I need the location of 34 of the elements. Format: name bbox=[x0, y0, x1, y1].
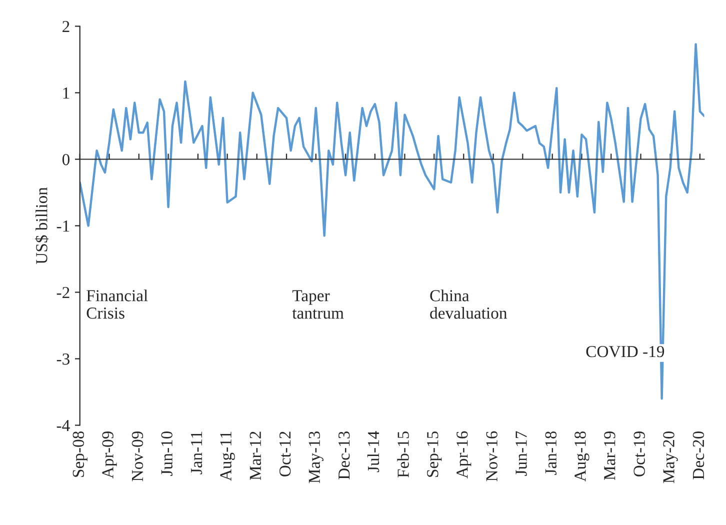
y-tick-label: -2 bbox=[56, 286, 70, 298]
x-tick-label: Mar-12 bbox=[250, 432, 262, 480]
x-tick-label: Jun-17 bbox=[516, 431, 527, 476]
x-tick-label: Apr-09 bbox=[102, 431, 117, 478]
x-tick-label: Jun-10 bbox=[161, 431, 172, 476]
x-tick-label: Mar-19 bbox=[604, 431, 616, 480]
x-tick-label: Aug-11 bbox=[220, 432, 235, 481]
y-tick-label: -1 bbox=[56, 220, 70, 232]
x-tick-label: Sep-15 bbox=[427, 431, 442, 477]
x-tick-label: Aug-18 bbox=[574, 431, 590, 482]
x-tick-label: Nov-16 bbox=[486, 431, 498, 482]
x-tick-label: Oct-19 bbox=[634, 431, 645, 476]
x-tick-label: Sep-08 bbox=[72, 431, 88, 477]
x-tick-label: May-13 bbox=[308, 431, 324, 484]
x-tick-label: Jul-14 bbox=[367, 431, 380, 472]
x-tick-label: Dec-20 bbox=[692, 431, 704, 480]
x-tick-label: Jan-18 bbox=[545, 431, 556, 475]
y-tick-label: 2 bbox=[62, 20, 70, 32]
y-tick-label: 0 bbox=[62, 154, 70, 166]
x-tick-label: May-20 bbox=[663, 431, 678, 484]
x-tick-label: Apr-16 bbox=[456, 431, 472, 478]
y-tick-label: 1 bbox=[63, 88, 70, 99]
annotation: China devaluation bbox=[430, 290, 507, 319]
x-tick-label: Jan-11 bbox=[190, 432, 202, 474]
y-axis-title: US$ billion bbox=[35, 187, 48, 264]
annotation: COVID -19 bbox=[586, 346, 664, 358]
annotation: Financial Crisis bbox=[86, 290, 148, 319]
y-tick-label: -4 bbox=[56, 420, 70, 432]
annotation: Taper tantrum bbox=[292, 290, 344, 319]
x-tick-label: Oct-12 bbox=[279, 432, 291, 476]
y-tick-label: -3 bbox=[56, 353, 70, 365]
x-tick-label: Dec-13 bbox=[338, 431, 350, 480]
x-tick-label: Feb-15 bbox=[397, 431, 409, 478]
x-tick-label: Nov-09 bbox=[132, 431, 144, 482]
